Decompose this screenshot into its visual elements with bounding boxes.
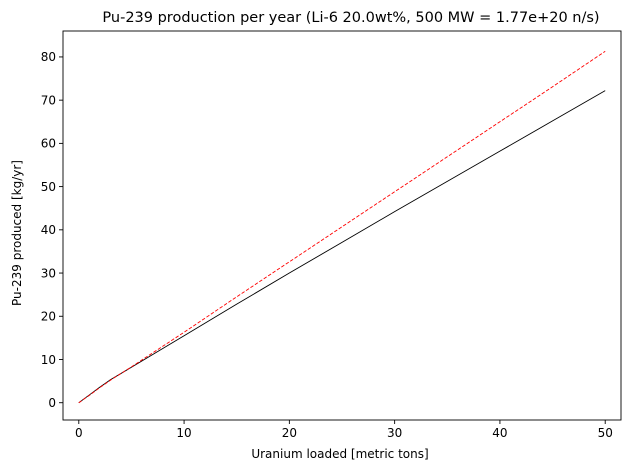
series-line-1	[78, 50, 606, 404]
x-tick-label: 40	[492, 426, 507, 440]
y-axis-label: Pu-239 produced [kg/yr]	[10, 160, 24, 306]
x-tick-label: 50	[598, 426, 613, 440]
y-tick-label: 50	[41, 180, 56, 194]
x-axis-label: Uranium loaded [metric tons]	[251, 447, 428, 461]
y-tick-label: 40	[41, 223, 56, 237]
y-tick-label: 80	[41, 50, 56, 64]
plot-area: 0 10 20 30 40 50 0 10 20 30 40 50 60 70 80	[41, 30, 622, 440]
x-tick-label: 0	[75, 426, 83, 440]
y-tick-label: 0	[48, 396, 56, 410]
y-tick-label: 20	[41, 310, 56, 324]
x-tick-label: 10	[176, 426, 191, 440]
chart-title: Pu-239 production per year (Li-6 20.0wt%…	[102, 10, 599, 26]
x-tick-label: 30	[387, 426, 402, 440]
axes-frame	[62, 30, 622, 421]
y-tick-label: 60	[41, 137, 56, 151]
y-tick-label: 30	[41, 266, 56, 280]
x-tick-label: 20	[282, 426, 297, 440]
y-tick-label: 70	[41, 93, 56, 107]
y-tick-label: 10	[41, 353, 56, 367]
